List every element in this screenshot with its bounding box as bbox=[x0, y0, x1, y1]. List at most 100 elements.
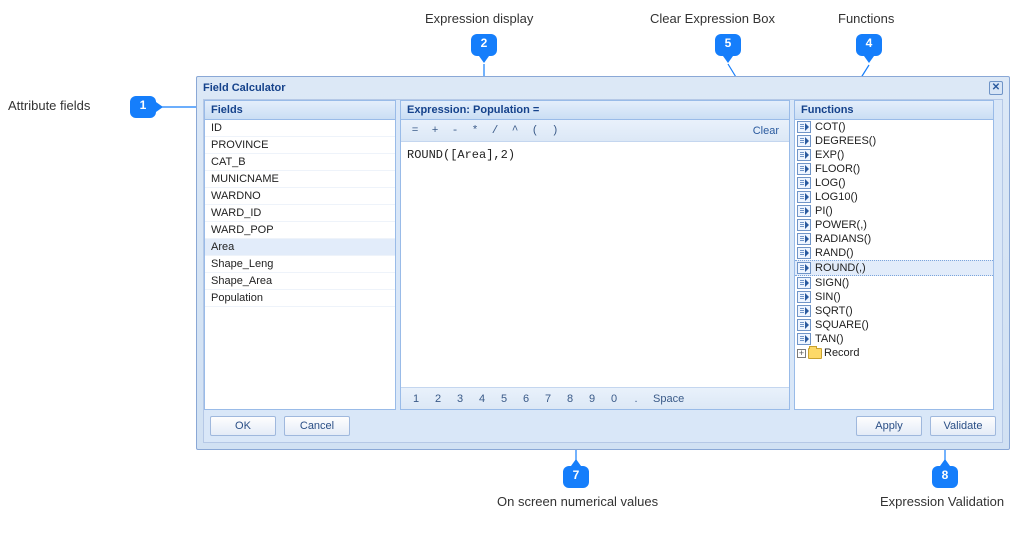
function-label: LOG10() bbox=[815, 191, 858, 203]
operator-button[interactable]: ) bbox=[545, 125, 565, 137]
field-calculator-dialog: Field Calculator ✕ Fields IDPROVINCECAT_… bbox=[196, 76, 1010, 450]
callout-bubble-7: 7 bbox=[563, 466, 589, 488]
function-row[interactable]: EXP() bbox=[795, 148, 993, 162]
callout-bubble-5: 5 bbox=[715, 34, 741, 56]
callout-label-7: On screen numerical values bbox=[497, 494, 658, 509]
fields-panel: Fields IDPROVINCECAT_BMUNICNAMEWARDNOWAR… bbox=[204, 100, 396, 410]
field-row[interactable]: PROVINCE bbox=[205, 137, 395, 154]
function-icon bbox=[797, 319, 811, 331]
function-label: EXP() bbox=[815, 149, 844, 161]
expression-header: Expression: Population = bbox=[401, 101, 789, 120]
operator-button[interactable]: - bbox=[445, 125, 465, 137]
function-row[interactable]: TAN() bbox=[795, 332, 993, 346]
callout-bubble-8: 8 bbox=[932, 466, 958, 488]
numeral-button[interactable]: 7 bbox=[537, 393, 559, 405]
fields-list[interactable]: IDPROVINCECAT_BMUNICNAMEWARDNOWARD_IDWAR… bbox=[205, 120, 395, 409]
ok-button[interactable]: OK bbox=[210, 416, 276, 436]
field-row[interactable]: Population bbox=[205, 290, 395, 307]
callout-label-5: Clear Expression Box bbox=[650, 11, 775, 26]
callout-bubble-1: 1 bbox=[130, 96, 156, 118]
function-row[interactable]: LOG() bbox=[795, 176, 993, 190]
operator-button[interactable]: / bbox=[485, 125, 505, 137]
callout-bubble-4: 4 bbox=[856, 34, 882, 56]
operator-button[interactable]: + bbox=[425, 125, 445, 137]
field-row[interactable]: WARD_POP bbox=[205, 222, 395, 239]
clear-button[interactable]: Clear bbox=[747, 125, 785, 137]
numerals-bar: 1234567890.Space bbox=[401, 387, 789, 409]
fields-header: Fields bbox=[205, 101, 395, 120]
function-icon bbox=[797, 177, 811, 189]
function-label: TAN() bbox=[815, 333, 844, 345]
field-row[interactable]: Area bbox=[205, 239, 395, 256]
function-label: FLOOR() bbox=[815, 163, 860, 175]
function-row[interactable]: SIGN() bbox=[795, 276, 993, 290]
functions-panel: Functions COT()DEGREES()EXP()FLOOR()LOG(… bbox=[794, 100, 994, 410]
callout-label-2: Expression display bbox=[425, 11, 533, 26]
titlebar: Field Calculator ✕ bbox=[197, 77, 1009, 99]
numeral-button[interactable]: 3 bbox=[449, 393, 471, 405]
expression-textarea[interactable] bbox=[401, 142, 789, 387]
close-button[interactable]: ✕ bbox=[989, 81, 1003, 95]
numeral-button[interactable]: 2 bbox=[427, 393, 449, 405]
function-icon bbox=[797, 233, 811, 245]
field-row[interactable]: Shape_Leng bbox=[205, 256, 395, 273]
function-row[interactable]: DEGREES() bbox=[795, 134, 993, 148]
numeral-button[interactable]: 9 bbox=[581, 393, 603, 405]
function-icon bbox=[797, 247, 811, 259]
numeral-button[interactable]: 8 bbox=[559, 393, 581, 405]
function-icon bbox=[797, 262, 811, 274]
field-row[interactable]: WARD_ID bbox=[205, 205, 395, 222]
numeral-button[interactable]: 1 bbox=[405, 393, 427, 405]
function-row[interactable]: PI() bbox=[795, 204, 993, 218]
callout-label-8: Expression Validation bbox=[880, 494, 1004, 509]
function-row[interactable]: SIN() bbox=[795, 290, 993, 304]
function-label: LOG() bbox=[815, 177, 846, 189]
function-icon bbox=[797, 277, 811, 289]
function-row[interactable]: POWER(,) bbox=[795, 218, 993, 232]
function-label: PI() bbox=[815, 205, 833, 217]
functions-list[interactable]: COT()DEGREES() EXP() FLOOR() LOG() LOG10() PI… bbox=[795, 120, 993, 409]
operator-button[interactable]: ( bbox=[525, 125, 545, 137]
function-row[interactable]: COT() bbox=[795, 120, 993, 134]
field-row[interactable]: CAT_B bbox=[205, 154, 395, 171]
operator-button[interactable]: ^ bbox=[505, 125, 525, 137]
button-row: OK Cancel Apply Validate bbox=[204, 410, 1002, 442]
callout-label-1: Attribute fields bbox=[8, 98, 90, 113]
numeral-button[interactable]: 6 bbox=[515, 393, 537, 405]
function-row[interactable]: SQRT() bbox=[795, 304, 993, 318]
field-row[interactable]: WARDNO bbox=[205, 188, 395, 205]
field-row[interactable]: ID bbox=[205, 120, 395, 137]
operators-bar: =+-*/^() Clear bbox=[401, 120, 789, 142]
validate-button[interactable]: Validate bbox=[930, 416, 996, 436]
function-label: DEGREES() bbox=[815, 135, 876, 147]
function-label: SQUARE() bbox=[815, 319, 869, 331]
function-label: SIGN() bbox=[815, 277, 849, 289]
numeral-button[interactable]: 0 bbox=[603, 393, 625, 405]
function-row[interactable]: SQUARE() bbox=[795, 318, 993, 332]
field-row[interactable]: Shape_Area bbox=[205, 273, 395, 290]
cancel-button[interactable]: Cancel bbox=[284, 416, 350, 436]
function-row[interactable]: RADIANS() bbox=[795, 232, 993, 246]
function-row[interactable]: LOG10() bbox=[795, 190, 993, 204]
function-row[interactable]: RAND() bbox=[795, 246, 993, 260]
callout-label-4: Functions bbox=[838, 11, 894, 26]
record-tree-node[interactable]: +Record bbox=[795, 346, 993, 360]
function-row[interactable]: ROUND(,) bbox=[795, 260, 993, 276]
numeral-button[interactable]: . bbox=[625, 393, 647, 405]
function-label: RADIANS() bbox=[815, 233, 871, 245]
function-label: RAND() bbox=[815, 247, 854, 259]
space-button[interactable]: Space bbox=[647, 393, 690, 405]
numeral-button[interactable]: 4 bbox=[471, 393, 493, 405]
numeral-button[interactable]: 5 bbox=[493, 393, 515, 405]
field-row[interactable]: MUNICNAME bbox=[205, 171, 395, 188]
function-icon bbox=[797, 121, 811, 133]
function-icon bbox=[797, 135, 811, 147]
function-row[interactable]: FLOOR() bbox=[795, 162, 993, 176]
expand-icon[interactable]: + bbox=[797, 349, 806, 358]
operator-button[interactable]: * bbox=[465, 125, 485, 137]
operator-button[interactable]: = bbox=[405, 125, 425, 137]
function-icon bbox=[797, 205, 811, 217]
apply-button[interactable]: Apply bbox=[856, 416, 922, 436]
callout-bubble-2: 2 bbox=[471, 34, 497, 56]
expression-panel: Expression: Population = =+-*/^() Clear 1… bbox=[400, 100, 790, 410]
